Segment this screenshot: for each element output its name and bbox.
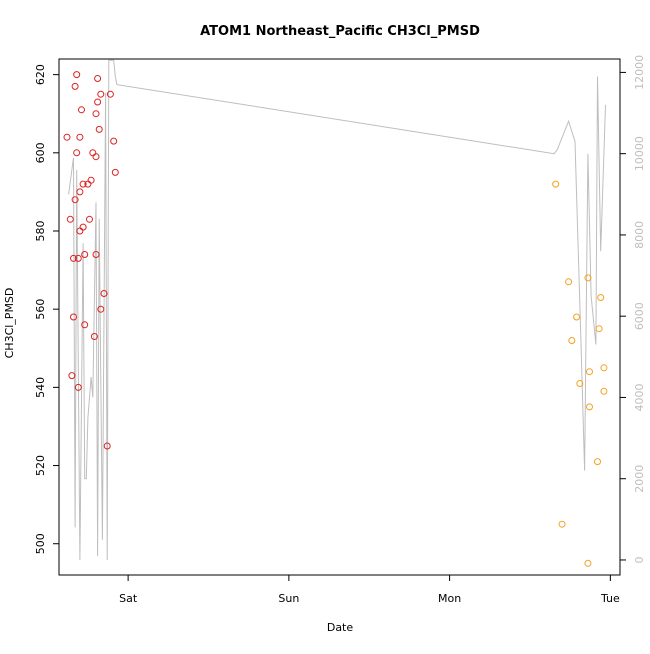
data-point	[573, 313, 581, 321]
data-point	[76, 227, 84, 235]
y-tick-label: 600	[34, 142, 47, 163]
data-point	[92, 110, 100, 118]
data-point	[74, 383, 82, 391]
data-point	[586, 368, 593, 376]
data-point	[597, 294, 605, 301]
data-point	[76, 188, 84, 196]
data-point	[92, 153, 100, 161]
data-point	[584, 559, 592, 567]
y-tick-label: 580	[34, 221, 47, 242]
y2-tick-label: 8000	[633, 221, 646, 249]
chart-title: ATOM1 Northeast_Pacific CH3Cl_PMSD	[200, 24, 480, 39]
data-point	[568, 337, 576, 344]
y-tick-label: 620	[34, 64, 47, 85]
x-tick-label: Sun	[278, 592, 299, 605]
data-point	[95, 125, 103, 133]
data-point	[79, 223, 87, 231]
series-line	[68, 59, 606, 561]
y2-tick-label: 10000	[633, 136, 646, 171]
data-point	[595, 325, 603, 333]
x-tick-label: Tue	[600, 592, 620, 605]
y2-tick-label: 12000	[633, 55, 646, 90]
y2-tick-label: 2000	[633, 465, 646, 493]
x-axis-label: Date	[327, 621, 354, 634]
data-point	[81, 251, 89, 258]
data-point	[70, 254, 77, 262]
data-point	[584, 274, 592, 282]
y2-tick-label: 0	[633, 556, 646, 563]
data-point	[110, 137, 118, 145]
points-layer	[63, 71, 608, 567]
data-point	[90, 333, 98, 340]
x-tick-label: Sat	[119, 592, 138, 605]
data-point	[576, 380, 584, 387]
data-point	[600, 364, 608, 372]
y-tick-label: 520	[34, 455, 47, 476]
data-point	[81, 321, 89, 329]
data-point	[94, 98, 102, 106]
data-point	[92, 251, 100, 258]
data-point	[552, 180, 560, 188]
data-point	[111, 168, 119, 176]
data-point	[594, 458, 601, 466]
data-point	[600, 387, 608, 395]
data-point	[97, 305, 105, 313]
y2-tick-label: 6000	[633, 302, 646, 330]
y-tick-label: 500	[34, 533, 47, 554]
axes-layer: Sat Sun Mon Tue 500 520 540 560 580 600 620 0 2000 40…	[34, 55, 646, 605]
plot-frame	[58, 58, 621, 576]
data-point	[565, 278, 573, 286]
data-point	[94, 75, 102, 82]
data-point	[89, 149, 97, 157]
data-point	[68, 372, 76, 380]
data-point	[78, 106, 85, 114]
data-point	[86, 215, 93, 223]
data-point	[76, 133, 84, 141]
data-point	[71, 196, 79, 204]
data-point	[586, 403, 593, 411]
data-point	[87, 176, 95, 184]
data-point	[103, 442, 111, 450]
data-point	[106, 90, 114, 98]
data-point	[66, 215, 74, 223]
data-point	[97, 90, 105, 98]
data-point	[558, 520, 566, 528]
y2-tick-label: 4000	[633, 383, 646, 411]
data-point	[73, 71, 81, 79]
data-point	[71, 82, 79, 90]
data-point	[79, 180, 87, 188]
data-point	[70, 313, 77, 321]
line-layer	[68, 59, 606, 561]
x-tick-label: Mon	[438, 592, 461, 605]
data-point	[74, 254, 82, 262]
data-point	[73, 149, 81, 157]
data-point	[63, 133, 71, 141]
y-tick-label: 540	[34, 377, 47, 398]
y-axis-label: CH3Cl_PMSD	[3, 288, 16, 359]
y-tick-label: 560	[34, 299, 47, 320]
data-point	[100, 290, 108, 297]
